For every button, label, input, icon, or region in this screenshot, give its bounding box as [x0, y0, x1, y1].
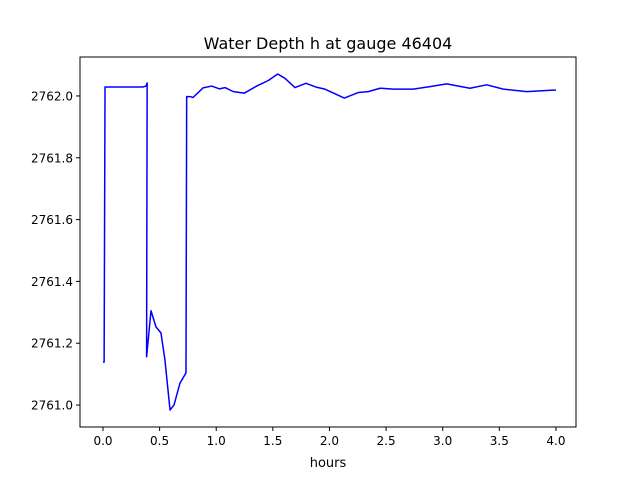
- y-tick-label: 2762.0: [31, 89, 73, 103]
- x-tick-label: 3.5: [490, 434, 509, 448]
- y-tick-label: 2761.2: [31, 337, 73, 351]
- series-line-h: [102, 73, 556, 411]
- x-tick-label: 1.5: [263, 434, 282, 448]
- y-tick-label: 2761.4: [31, 275, 73, 289]
- x-tick-label: 0.0: [93, 434, 112, 448]
- x-axis: 0.0 0.5 1.0 1.5 2.0 2.5 3.0 3.5 4.0: [93, 427, 566, 448]
- y-tick-label: 2761.0: [31, 399, 73, 413]
- x-tick-label: 2.0: [320, 434, 339, 448]
- y-tick-label: 2761.6: [31, 213, 73, 227]
- y-tick-label: 2761.8: [31, 151, 73, 165]
- x-tick-label: 2.5: [377, 434, 396, 448]
- x-tick-label: 0.5: [150, 434, 169, 448]
- x-axis-label: hours: [310, 456, 347, 471]
- axes-frame: [79, 56, 577, 428]
- x-tick-label: 4.0: [546, 434, 565, 448]
- chart-title: Water Depth h at gauge 46404: [204, 34, 453, 53]
- x-tick-label: 1.0: [207, 434, 226, 448]
- plot-area: [102, 73, 556, 411]
- y-axis: 2761.0 2761.2 2761.4 2761.6 2761.8 2762.0: [31, 89, 80, 413]
- x-tick-label: 3.0: [433, 434, 452, 448]
